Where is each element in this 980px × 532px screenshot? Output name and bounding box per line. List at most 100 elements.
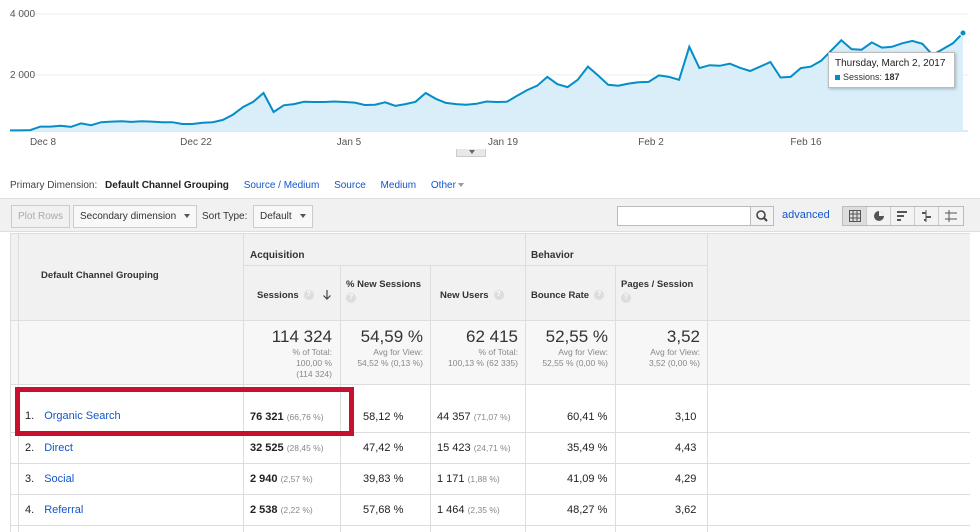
sessions-area bbox=[10, 33, 963, 131]
pie-view-button[interactable] bbox=[867, 207, 891, 225]
table-row: 1. Organic Search bbox=[25, 410, 121, 422]
help-icon[interactable]: ? bbox=[493, 290, 504, 301]
sessions-line bbox=[10, 32, 964, 132]
row-pages-session: 4,29 bbox=[675, 473, 697, 485]
bounce-rate-header-label: Bounce Rate bbox=[531, 290, 590, 301]
total-sessions-percent: 100,00 % bbox=[296, 358, 332, 368]
primary-dimension-current: Default Channel Grouping bbox=[105, 180, 229, 191]
new-users-value: 44 357 bbox=[437, 411, 471, 423]
sessions-column-header[interactable]: Sessions? bbox=[257, 290, 332, 301]
sessions-chart-svg bbox=[10, 13, 968, 132]
grid-line bbox=[10, 233, 11, 532]
advanced-filter-link[interactable]: advanced bbox=[782, 209, 830, 221]
sort-type-value: Default bbox=[260, 211, 292, 222]
highlight-box bbox=[15, 387, 354, 436]
row-index: 1. bbox=[25, 410, 35, 422]
total-bounce-rate-value: 52,55 % bbox=[545, 327, 608, 346]
secondary-dimension-label: Secondary dimension bbox=[80, 211, 177, 222]
help-icon[interactable]: ? bbox=[621, 293, 631, 303]
grid-line bbox=[10, 432, 970, 433]
tooltip-line: Sessions: 187 bbox=[835, 72, 948, 82]
channel-link-direct[interactable]: Direct bbox=[44, 442, 73, 454]
new-sessions-header-label: % New Sessions bbox=[346, 279, 421, 290]
x-tick-feb-16: Feb 16 bbox=[790, 137, 822, 148]
dimension-column-header[interactable]: Default Channel Grouping bbox=[41, 270, 159, 281]
bounce-rate-column-header[interactable]: Bounce Rate? bbox=[531, 290, 605, 301]
row-new-sessions: 57,68 % bbox=[363, 504, 404, 516]
row-bounce-rate: 48,27 % bbox=[567, 504, 608, 516]
new-users-percent: (2,35 %) bbox=[467, 505, 500, 515]
search-button[interactable] bbox=[750, 206, 774, 226]
total-new-sessions: 54,59 % Avg for View: 54,52 % (0,13 %) bbox=[341, 327, 423, 369]
tooltip-series: Sessions: bbox=[843, 72, 883, 82]
sort-type-dropdown[interactable]: Default bbox=[253, 205, 313, 228]
table-header-bg bbox=[10, 233, 970, 320]
table-search-input[interactable] bbox=[617, 206, 751, 226]
last-data-point[interactable] bbox=[959, 29, 967, 37]
channel-link-referral[interactable]: Referral bbox=[44, 504, 84, 516]
grid-line bbox=[243, 265, 707, 266]
grid-line bbox=[707, 233, 708, 532]
pages-session-column-header[interactable]: Pages / Session? bbox=[621, 279, 693, 303]
dimension-source-medium-link[interactable]: Source / Medium bbox=[243, 180, 320, 191]
chart-collapse-handle[interactable] bbox=[456, 149, 486, 157]
primary-dimension-label: Primary Dimension: bbox=[10, 180, 98, 191]
x-tick-feb-2: Feb 2 bbox=[638, 137, 664, 148]
help-icon[interactable]: ? bbox=[303, 290, 314, 301]
row-new-users: 44 357 (71,07 %) bbox=[437, 411, 511, 423]
new-users-percent: (1,88 %) bbox=[467, 474, 500, 484]
table-view-button[interactable] bbox=[843, 207, 867, 225]
row-bounce-rate: 60,41 % bbox=[567, 411, 608, 423]
pie-icon bbox=[873, 211, 884, 221]
total-pages-session-label: Avg for View: bbox=[650, 347, 700, 357]
new-sessions-column-header[interactable]: % New Sessions? bbox=[346, 279, 421, 303]
pivot-icon bbox=[945, 210, 957, 222]
dimension-source-link[interactable]: Source bbox=[334, 180, 366, 191]
y-tick-4000: 4 000 bbox=[10, 9, 36, 20]
channel-link-social[interactable]: Social bbox=[44, 473, 75, 485]
grid-line bbox=[615, 265, 616, 532]
grid-line bbox=[10, 384, 970, 385]
total-new-users-label: % of Total: bbox=[478, 347, 518, 357]
chevron-down-icon bbox=[457, 183, 464, 188]
total-sessions-count: (114 324) bbox=[296, 369, 332, 379]
row-sessions: 2 538 (2,22 %) bbox=[250, 504, 313, 516]
new-users-header-label: New Users bbox=[440, 290, 489, 301]
dimension-medium-link[interactable]: Medium bbox=[380, 180, 417, 191]
sessions-percent: (28,45 %) bbox=[286, 443, 324, 453]
row-new-users: 1 171 (1,88 %) bbox=[437, 473, 500, 485]
sessions-percent: (2,57 %) bbox=[280, 474, 313, 484]
grid-line bbox=[243, 233, 244, 532]
total-sessions-label: % of Total: bbox=[292, 347, 332, 357]
x-tick-jan-5: Jan 5 bbox=[336, 137, 362, 148]
total-bounce-rate: 52,55 % Avg for View: 52,55 % (0,00 %) bbox=[526, 327, 608, 369]
tooltip-value: 187 bbox=[884, 72, 900, 82]
chevron-down-icon bbox=[299, 214, 306, 219]
grid-line bbox=[10, 494, 970, 495]
sessions-percent: (2,22 %) bbox=[280, 505, 313, 515]
help-icon[interactable]: ? bbox=[594, 290, 605, 301]
total-bounce-rate-detail: 52,55 % (0,00 %) bbox=[542, 358, 608, 368]
secondary-dimension-dropdown[interactable]: Secondary dimension bbox=[73, 205, 198, 228]
channel-link-organic-search[interactable]: Organic Search bbox=[44, 410, 121, 422]
chevron-down-icon bbox=[184, 214, 191, 219]
dimension-other-dropdown[interactable]: Other bbox=[431, 180, 464, 191]
help-icon[interactable]: ? bbox=[346, 293, 356, 303]
new-users-value: 1 464 bbox=[437, 504, 465, 516]
total-sessions-value: 114 324 bbox=[271, 327, 332, 346]
pivot-view-button[interactable] bbox=[939, 207, 963, 225]
sessions-value: 2 538 bbox=[250, 504, 278, 516]
performance-view-button[interactable] bbox=[891, 207, 915, 225]
new-users-column-header[interactable]: New Users? bbox=[440, 290, 504, 301]
grid-line bbox=[525, 233, 526, 532]
total-new-users-detail: 100,13 % (62 335) bbox=[448, 358, 518, 368]
total-new-sessions-value: 54,59 % bbox=[360, 327, 423, 346]
primary-dimension-bar: Primary Dimension: Default Channel Group… bbox=[10, 180, 464, 191]
grid-icon bbox=[848, 210, 861, 222]
report-table: Default Channel Grouping Acquisition Beh… bbox=[10, 233, 970, 532]
comparison-view-button[interactable] bbox=[915, 207, 939, 225]
total-pages-session: 3,52 Avg for View: 3,52 (0,00 %) bbox=[616, 327, 700, 369]
x-tick-dec-8: Dec 8 bbox=[29, 137, 57, 148]
plot-rows-button[interactable]: Plot Rows bbox=[11, 205, 71, 228]
grid-line bbox=[10, 463, 970, 464]
